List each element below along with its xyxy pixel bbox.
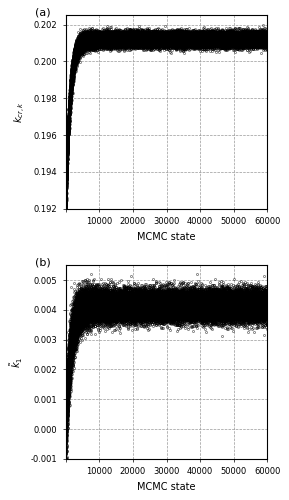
X-axis label: MCMC state: MCMC state — [137, 482, 196, 492]
Y-axis label: $\tilde{k}_1$: $\tilde{k}_1$ — [8, 356, 25, 368]
Text: (a): (a) — [35, 8, 51, 18]
Y-axis label: $k_{cr,k}$: $k_{cr,k}$ — [13, 101, 28, 123]
X-axis label: MCMC state: MCMC state — [137, 232, 196, 241]
Text: (b): (b) — [35, 258, 51, 268]
